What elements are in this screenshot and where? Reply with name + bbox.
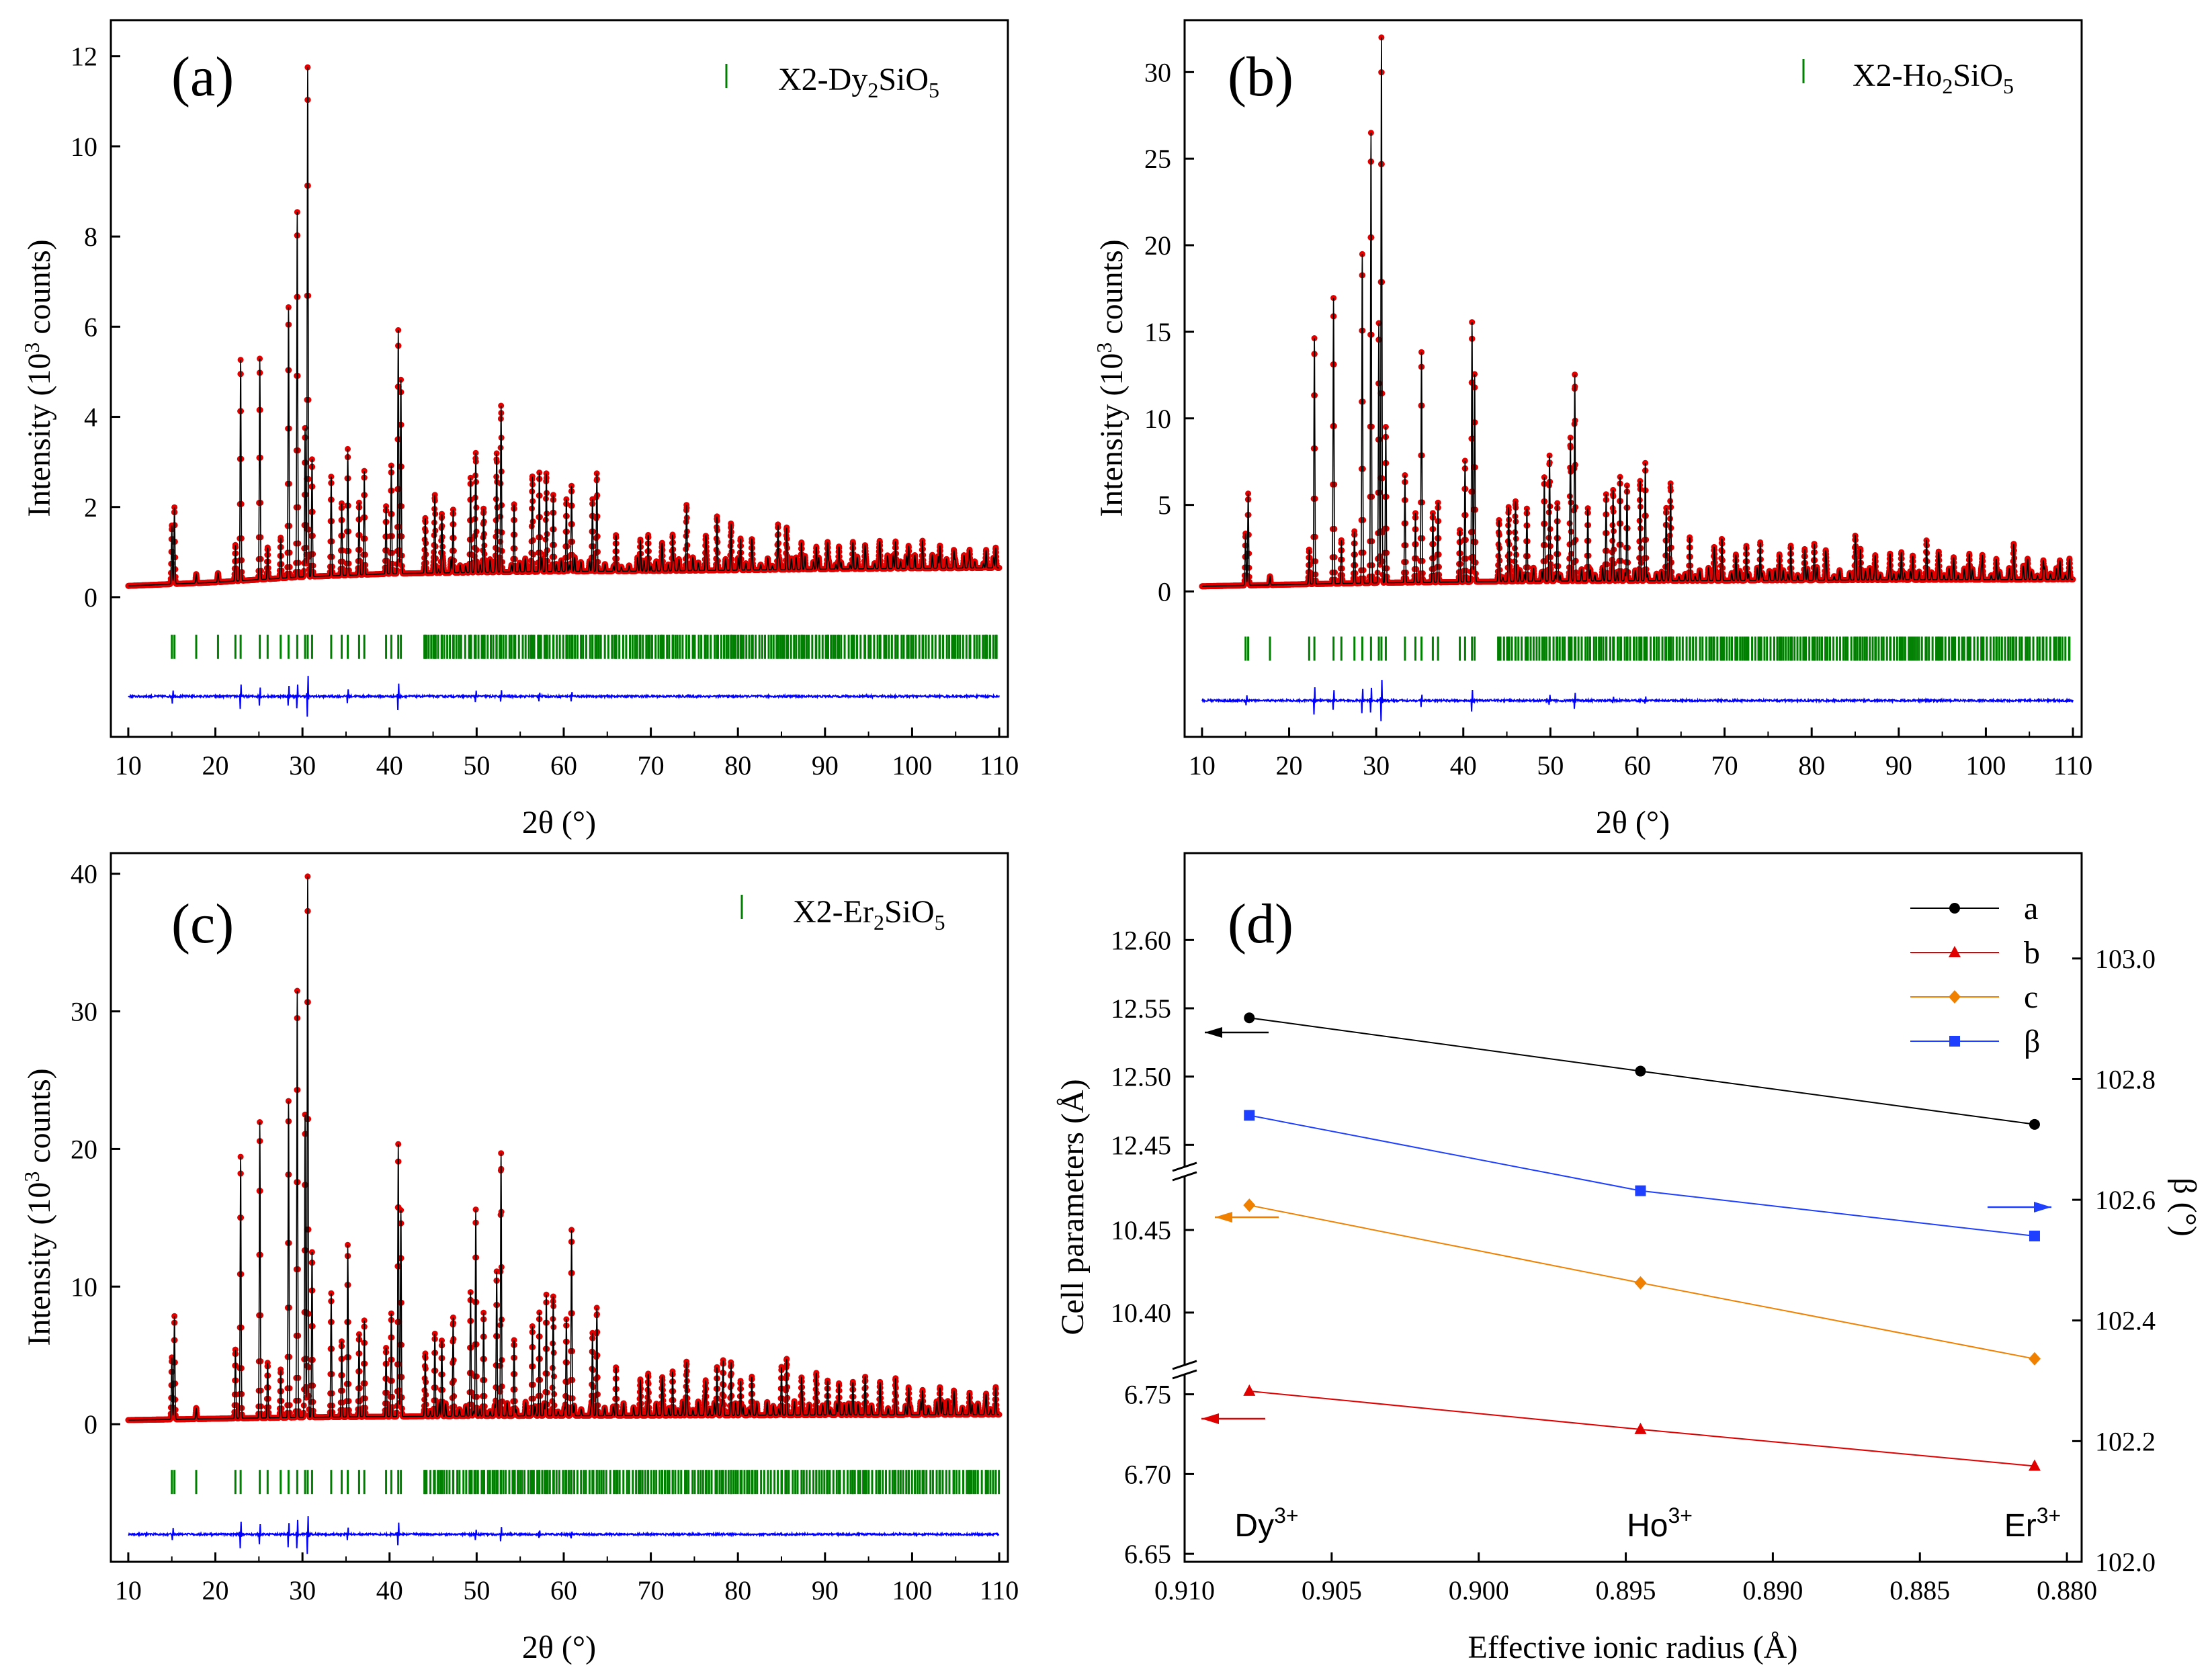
panel-a-xrd-dy2sio5: 10 20 30 40 50 60 70 80 90 100 110 0 2 4 6 8 10 12 (a) X2… xyxy=(19,19,1019,840)
x-tick-label: 50 xyxy=(463,750,490,781)
y-tick-label: 8 xyxy=(84,222,97,252)
x-tick-label: 100 xyxy=(892,750,932,781)
y-tick-label: 10 xyxy=(71,132,97,162)
x-tick-label: 10 xyxy=(115,750,142,781)
panel-a-difference-curve xyxy=(128,676,1000,717)
panel-a-bragg-positions xyxy=(171,634,998,659)
panel-a-legend-text: X2-Dy2SiO5 xyxy=(778,62,939,102)
panel-a-label: (a) xyxy=(171,46,234,108)
x-tick-label: 30 xyxy=(289,750,316,781)
y-tick-label: 0 xyxy=(84,582,97,613)
y-tick-label: 2 xyxy=(84,492,97,523)
x-tick-label: 110 xyxy=(980,750,1019,781)
x-tick-label: 70 xyxy=(638,750,665,781)
x-tick-label: 90 xyxy=(812,750,839,781)
x-tick-label: 40 xyxy=(376,750,403,781)
y-tick-label: 12 xyxy=(71,42,97,72)
x-tick-label: 80 xyxy=(724,750,751,781)
x-tick-label: 20 xyxy=(202,750,229,781)
panel-a-ylabel: Intensity (103 counts) xyxy=(19,239,57,517)
x-tick-label: 60 xyxy=(550,750,577,781)
panel-a-ticks: 10 20 30 40 50 60 70 80 90 100 110 0 2 4 6 8 10 12 xyxy=(71,42,1019,781)
panel-a-xlabel: 2θ (°) xyxy=(522,805,596,840)
panel-b-observed-points xyxy=(1199,34,2076,590)
y-tick-label: 4 xyxy=(84,402,97,433)
y-tick-label: 6 xyxy=(84,312,97,342)
panel-a-calculated-profile xyxy=(128,67,1000,586)
panel-a-plot-content xyxy=(125,64,1003,717)
panel-a-frame xyxy=(110,19,1009,738)
panel-b-plot-content xyxy=(1199,34,2076,721)
panel-a-observed-points xyxy=(125,64,1003,589)
